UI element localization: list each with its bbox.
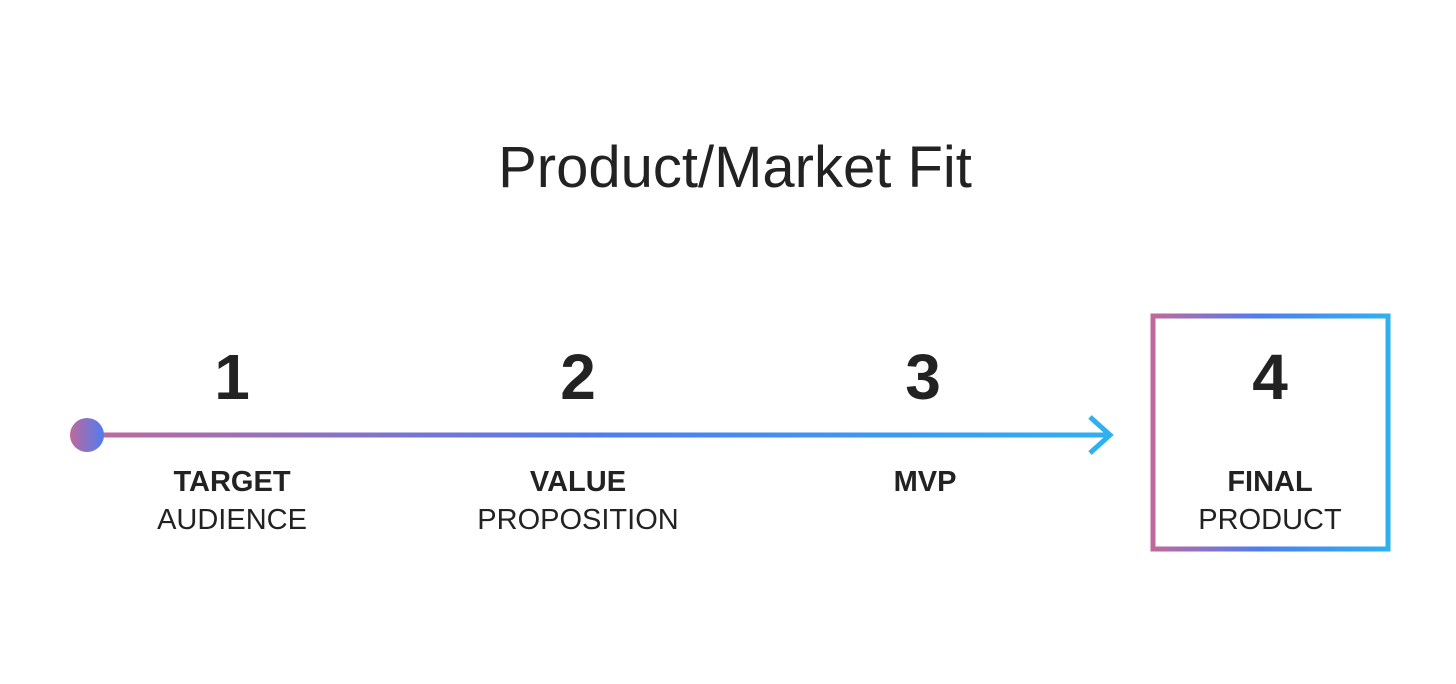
step-1-number: 1	[214, 341, 250, 413]
step-4-label-regular: PRODUCT	[1198, 504, 1342, 536]
step-2-label-regular: PROPOSITION	[477, 504, 679, 536]
timeline-start-dot	[70, 418, 104, 452]
step-4-label: FINAL PRODUCT	[1120, 463, 1420, 539]
step-3-number: 3	[905, 341, 941, 413]
step-4-label-bold: FINAL	[1227, 466, 1313, 498]
timeline-arrowhead	[1088, 415, 1114, 455]
step-1-label: TARGET AUDIENCE	[82, 463, 382, 539]
step-2-label-bold: VALUE	[529, 466, 627, 498]
step-2-label: VALUE PROPOSITION	[428, 463, 728, 539]
diagram-title: Product/Market Fit	[498, 135, 972, 200]
step-3-label: MVP	[775, 463, 1075, 501]
final-product-box	[1150, 313, 1391, 552]
step-4-number: 4	[1252, 341, 1288, 413]
step-3-label-bold: MVP	[893, 466, 957, 498]
step-1-label-bold: TARGET	[173, 466, 291, 498]
step-1-label-regular: AUDIENCE	[157, 504, 307, 536]
step-2-number: 2	[560, 341, 596, 413]
